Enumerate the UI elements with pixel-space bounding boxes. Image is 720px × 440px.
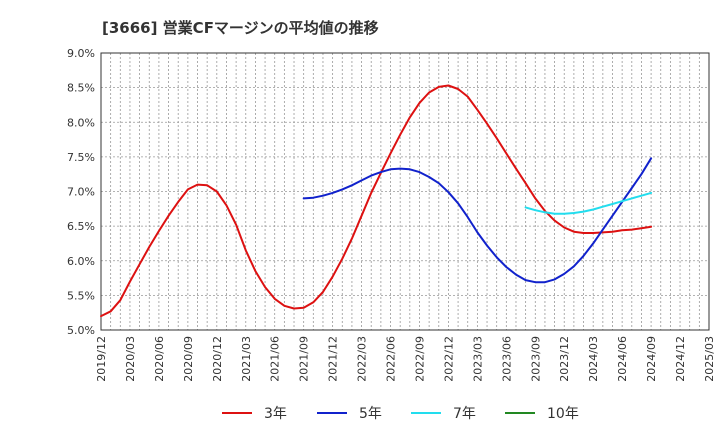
- y-tick-label: 7.5%: [67, 151, 95, 164]
- x-tick-label: 2020/09: [182, 336, 195, 382]
- x-tick-label: 2022/12: [442, 336, 455, 382]
- series-line-2: [302, 157, 653, 284]
- x-tick-label: 2022/03: [356, 336, 369, 382]
- legend: 3年 5年 7年 10年: [222, 406, 579, 422]
- series-line-3: [524, 191, 653, 215]
- x-tick-label: 2020/06: [153, 336, 166, 382]
- x-tick-label: 2024/09: [645, 336, 658, 382]
- x-tick-label: 2024/12: [674, 336, 687, 382]
- x-tick-label: 2023/12: [558, 336, 571, 382]
- x-tick-label: 2021/03: [240, 336, 253, 382]
- legend-label-4: 10年: [547, 406, 579, 422]
- x-tick-label: 2020/03: [124, 336, 137, 382]
- x-tick-label: 2021/09: [298, 336, 311, 382]
- x-tick-label: 2022/09: [413, 336, 426, 382]
- x-tick-label: 2025/03: [703, 336, 716, 382]
- y-tick-label: 6.5%: [67, 220, 95, 233]
- y-tick-label: 6.0%: [67, 255, 95, 268]
- x-tick-label: 2023/09: [529, 336, 542, 382]
- x-tick-label: 2021/12: [327, 336, 340, 382]
- plot-area-border: [100, 52, 710, 331]
- x-tick-label: 2024/03: [587, 336, 600, 382]
- chart-title: [3666] 営業CFマージンの平均値の推移: [102, 19, 379, 37]
- legend-label-3: 7年: [453, 406, 476, 422]
- y-axis-ticks: 5.0% 5.5% 6.0% 6.5% 7.0% 7.5% 8.0% 8.5% 9.0%: [67, 47, 95, 337]
- legend-label-1: 3年: [264, 406, 287, 422]
- x-tick-label: 2022/06: [385, 336, 398, 382]
- x-axis-ticks: 2019/12 2020/03 2020/06 2020/09 2020/12 2021/…: [95, 336, 716, 382]
- y-tick-label: 8.0%: [67, 116, 95, 129]
- series-lines: [100, 84, 653, 318]
- x-tick-label: 2019/12: [95, 336, 108, 382]
- y-tick-label: 8.5%: [67, 82, 95, 95]
- x-tick-label: 2023/03: [471, 336, 484, 382]
- y-tick-label: 7.0%: [67, 186, 95, 199]
- x-tick-label: 2023/06: [500, 336, 513, 382]
- grid: [101, 53, 709, 330]
- y-tick-label: 5.0%: [67, 324, 95, 337]
- legend-label-2: 5年: [359, 406, 382, 422]
- y-tick-label: 5.5%: [67, 289, 95, 302]
- x-tick-label: 2020/12: [211, 336, 224, 382]
- x-tick-label: 2024/06: [616, 336, 629, 382]
- series-line-1: [100, 84, 653, 318]
- y-tick-label: 9.0%: [67, 47, 95, 60]
- x-tick-label: 2021/06: [269, 336, 282, 382]
